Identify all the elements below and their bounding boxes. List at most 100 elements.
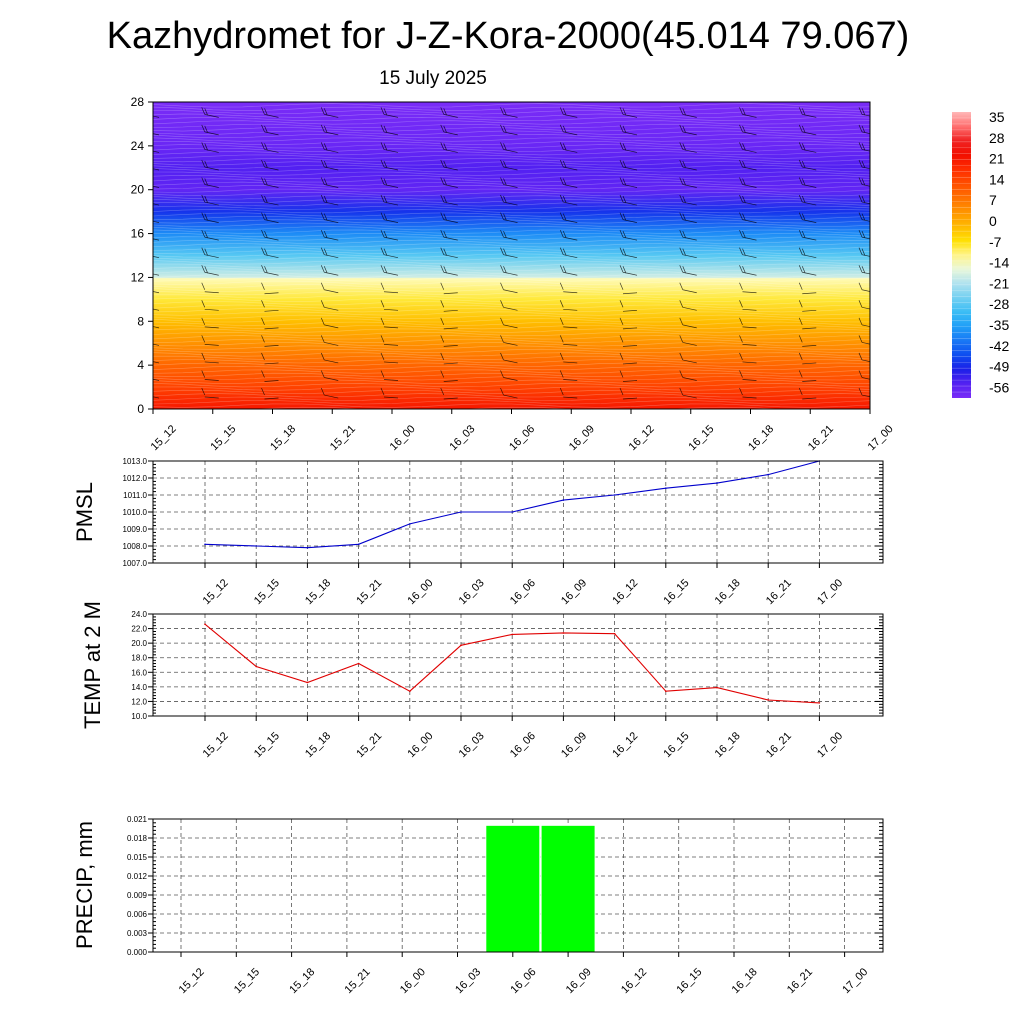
- isotherm-lines: [153, 103, 870, 409]
- wind-barb: [440, 230, 458, 241]
- ytick-label: 0.009: [127, 891, 148, 900]
- isotherm-line: [153, 263, 870, 268]
- wind-barb: [201, 107, 219, 118]
- wind-barb: [320, 230, 339, 241]
- heatmap-ytick-label: 12: [131, 270, 145, 284]
- xtick-label: 16_06: [508, 966, 538, 996]
- wind-barb: [320, 352, 339, 364]
- wind-barb: [261, 142, 279, 153]
- wind-barb: [261, 194, 279, 206]
- heatmap-xtick-label: 16_03: [447, 423, 477, 453]
- data-point: [511, 511, 513, 513]
- isotherm-line: [153, 246, 870, 251]
- wind-barb: [380, 352, 399, 364]
- heatmap-xtick-label: 15_12: [149, 423, 179, 453]
- wind-barb: [619, 282, 638, 295]
- wind-barb: [739, 194, 757, 206]
- xtick-label: 15_21: [343, 966, 373, 996]
- wind-barb: [440, 247, 458, 259]
- isotherm-line: [153, 178, 870, 183]
- wind-barb: [559, 142, 578, 153]
- isotherm-line: [153, 325, 870, 330]
- xtick-label: 15_15: [232, 966, 262, 996]
- wind-barb: [201, 124, 219, 136]
- wind-barb: [739, 212, 757, 223]
- isotherm-line: [153, 284, 870, 289]
- xtick-label: 16_18: [730, 966, 760, 996]
- plot-frame: [152, 460, 884, 564]
- wind-barb: [858, 300, 870, 310]
- wind-barb: [559, 124, 578, 136]
- isotherm-line: [153, 198, 870, 204]
- heatmap-ytick-label: 8: [137, 314, 144, 328]
- wind-barb: [798, 300, 817, 312]
- heatmap-xtick-label: 17_00: [866, 423, 896, 453]
- isotherm-line: [153, 400, 870, 405]
- xtick-label: 16_03: [453, 966, 483, 996]
- wind-barb: [380, 282, 399, 294]
- isotherm-line: [153, 130, 870, 135]
- plot-frame: [152, 613, 884, 717]
- xtick-label: 16_15: [661, 730, 691, 760]
- pmsl-panel: PMSL 1007.0 1008.0 1009.0 1010.0 1011.0 1012.…: [72, 457, 884, 607]
- wind-barb: [380, 387, 399, 399]
- wind-barb: [559, 159, 578, 171]
- wind-barb: [261, 317, 279, 330]
- colorbar-label: -35: [989, 317, 1009, 333]
- wind-barb: [440, 282, 458, 295]
- wind-barb: [858, 352, 870, 363]
- wind-barb: [858, 230, 870, 240]
- wind-barb: [559, 212, 578, 223]
- wind-barb: [679, 142, 697, 153]
- isotherm-line: [153, 280, 870, 285]
- isotherm-line: [153, 157, 870, 163]
- colorbar-label: -21: [989, 275, 1009, 291]
- wind-barb: [619, 194, 638, 206]
- wind-barb: [201, 247, 219, 259]
- wind-barb: [201, 335, 219, 346]
- wind-barb: [559, 387, 578, 399]
- isotherm-line: [153, 171, 870, 176]
- wind-barb: [739, 142, 757, 153]
- isotherm-line: [153, 106, 870, 111]
- ytick-label: 14.0: [131, 683, 147, 692]
- wind-barbs: [153, 107, 870, 400]
- ytick-label: 0.006: [127, 910, 148, 919]
- wind-barb: [679, 335, 697, 346]
- isotherm-line: [153, 311, 870, 316]
- wind-barb: [798, 265, 817, 276]
- colorbar-segments: [952, 117, 971, 393]
- xtick-label: 15_15: [252, 577, 282, 607]
- temperature-heatmap: [153, 102, 870, 409]
- isotherm-line: [153, 355, 870, 360]
- isotherm-line: [153, 154, 870, 159]
- wind-barb: [798, 177, 817, 188]
- isotherm-line: [153, 137, 870, 142]
- data-point: [357, 543, 360, 546]
- wind-barb: [201, 177, 219, 188]
- heatmap-xtick-label: 15_18: [268, 423, 298, 453]
- chart-subtitle: 15 July 2025: [379, 68, 487, 89]
- isotherm-line: [153, 348, 870, 354]
- colorbar-labels: 35 28 21 14 7 0 -7 -14 -21 -28 -35 -42 -49 -56: [989, 109, 1009, 395]
- wind-barb: [261, 230, 279, 241]
- wind-barb: [320, 387, 339, 399]
- wind-barb: [201, 159, 219, 171]
- wind-barb: [153, 203, 160, 206]
- wind-barb: [679, 370, 697, 381]
- wind-barb: [739, 387, 757, 399]
- wind-barb: [679, 107, 697, 118]
- wind-barb: [798, 124, 817, 136]
- data-point: [562, 499, 565, 501]
- heatmap-xtick-label: 16_15: [686, 423, 716, 453]
- data-point: [818, 702, 821, 704]
- wind-barb: [261, 265, 279, 276]
- isotherm-line: [153, 352, 870, 357]
- xtick-label: 16_12: [610, 577, 640, 607]
- xtick-label: 16_09: [559, 730, 589, 760]
- wind-barb: [153, 185, 160, 188]
- isotherm-line: [153, 287, 870, 292]
- wind-barb: [320, 370, 339, 381]
- ytick-label: 0.015: [127, 853, 148, 862]
